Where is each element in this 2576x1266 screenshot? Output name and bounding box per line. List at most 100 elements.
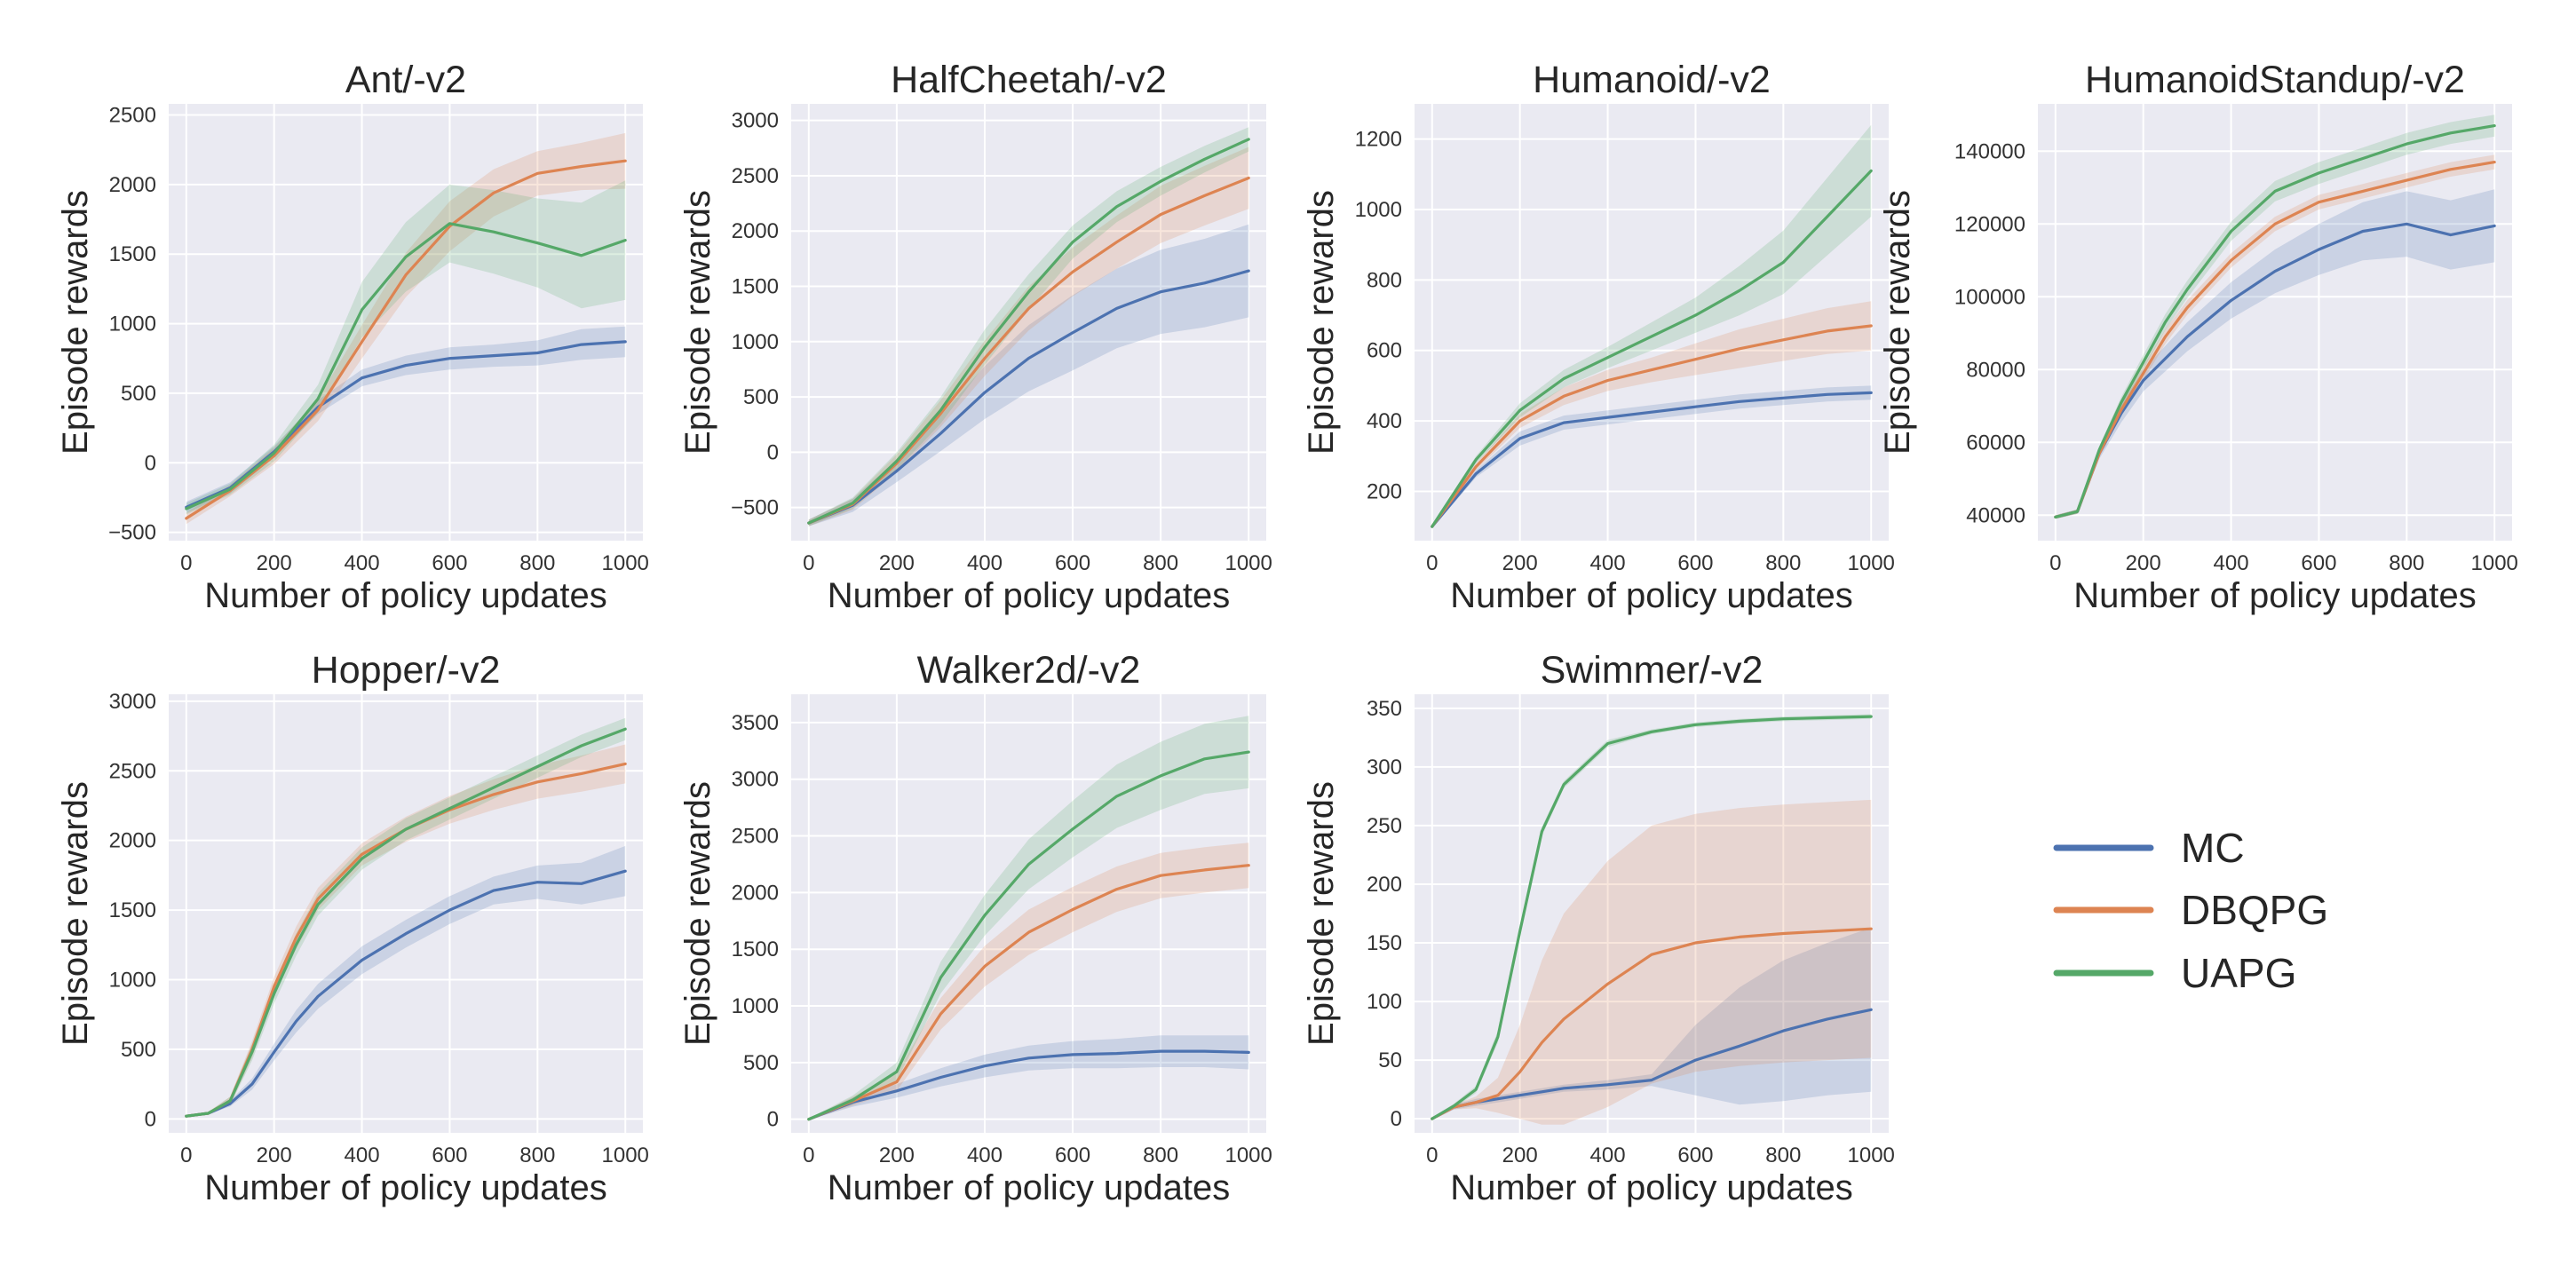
chart-title: Hopper/-v2 [312, 649, 501, 692]
y-tick-label: 0 [1391, 1107, 1402, 1131]
x-tick-label: 0 [803, 1143, 814, 1167]
panel-humanoid-v2: 0 200 400 600 800 1000 200 400 600 800 1000 1200 Hum… [1302, 59, 1895, 615]
y-tick-label: 500 [121, 1038, 156, 1062]
y-tick-label: 200 [1367, 873, 1402, 897]
series-line-mc [1431, 391, 1873, 528]
chart-title: Humanoid/-v2 [1533, 59, 1771, 101]
x-tick-label: 1000 [602, 1143, 649, 1167]
band-uapg [1431, 124, 1872, 529]
y-tick-label: 2000 [732, 881, 779, 905]
y-tick-label: 2500 [109, 104, 156, 128]
y-tick-label: 40000 [1966, 503, 2025, 527]
y-tick-label: 2500 [732, 825, 779, 849]
x-tick-label: 600 [432, 1143, 467, 1167]
y-tick-label: 250 [1367, 814, 1402, 838]
y-tick-label: 1500 [732, 938, 779, 961]
y-tick-label: −500 [108, 521, 156, 545]
x-axis-label: Number of policy updates [1450, 1168, 1853, 1207]
y-tick-label: 1500 [109, 242, 156, 266]
x-tick-label: 200 [1502, 1143, 1538, 1167]
x-tick-label: 800 [1765, 1143, 1801, 1167]
x-tick-label: 400 [1590, 1143, 1626, 1167]
y-tick-label: 1000 [109, 313, 156, 336]
legend-entry-uapg: UAPG [2053, 950, 2296, 996]
x-tick-label: 600 [1055, 551, 1090, 575]
y-tick-label: 0 [145, 1107, 156, 1131]
y-tick-label: 1000 [732, 330, 779, 354]
x-tick-label: 800 [1765, 551, 1801, 575]
y-tick-label: 400 [1367, 409, 1402, 433]
chart-title: HalfCheetah/-v2 [891, 59, 1167, 101]
series-line-dbqpg [185, 159, 627, 520]
panel-ant-v2: 0 200 400 600 800 1000 −500 0 500 1000 1500 2000 250… [56, 59, 649, 615]
panel-swimmer-v2: 0 200 400 600 800 1000 0 50 100 150 200 250 300 350 Sw… [1302, 649, 1895, 1207]
x-tick-label: 200 [257, 1143, 292, 1167]
y-tick-label: 0 [767, 440, 779, 464]
y-tick-label: 80000 [1966, 358, 2025, 382]
y-axis-label: Episode rewards [1302, 190, 1341, 455]
x-tick-label: 200 [879, 551, 915, 575]
x-tick-label: 0 [180, 551, 192, 575]
y-axis-label: Episode rewards [678, 190, 717, 455]
chart-title: Walker2d/-v2 [917, 649, 1141, 692]
plot-area [1415, 104, 1889, 541]
y-tick-label: 60000 [1966, 431, 2025, 455]
y-tick-label: −500 [731, 496, 779, 520]
series-line-uapg [185, 222, 627, 510]
legend-label-mc: MC [2181, 825, 2245, 871]
x-tick-label: 400 [1590, 551, 1626, 575]
y-tick-label: 500 [121, 382, 156, 406]
band-mc [2055, 189, 2495, 519]
x-tick-label: 0 [180, 1143, 192, 1167]
x-tick-label: 800 [519, 551, 555, 575]
panel-halfcheetah-v2: 0 200 400 600 800 1000 −500 0 500 1000 1500 2000 250… [678, 59, 1272, 615]
plot-area [791, 104, 1266, 541]
x-tick-label: 1000 [1848, 551, 1895, 575]
series-line-dbqpg [1431, 927, 1873, 1120]
legend: MC DBQPG UAPG [2053, 825, 2328, 996]
x-tick-label: 0 [2049, 551, 2061, 575]
x-axis-label: Number of policy updates [1450, 576, 1853, 615]
y-tick-label: 2500 [732, 164, 779, 188]
band-mc [186, 845, 626, 1117]
y-axis-label: Episode rewards [1302, 781, 1341, 1046]
y-tick-label: 200 [1367, 479, 1402, 503]
x-axis-label: Number of policy updates [828, 1168, 1231, 1207]
series-line-dbqpg [807, 864, 1250, 1121]
x-tick-label: 400 [345, 551, 380, 575]
y-tick-label: 3000 [109, 690, 156, 714]
y-tick-label: 150 [1367, 931, 1402, 955]
band-uapg [808, 127, 1249, 526]
band-mc [1431, 385, 1872, 529]
series-line-uapg [1431, 169, 1873, 528]
x-tick-label: 600 [1677, 1143, 1713, 1167]
series-line-uapg [1431, 715, 1873, 1120]
y-tick-label: 350 [1367, 697, 1402, 721]
panel-walker2d-v2: 0 200 400 600 800 1000 0 500 1000 1500 2000 2500 300… [678, 649, 1272, 1207]
x-tick-label: 1000 [2471, 551, 2518, 575]
y-tick-label: 0 [767, 1108, 779, 1132]
y-tick-label: 140000 [1954, 139, 2025, 163]
series-line-uapg [185, 727, 627, 1118]
panel-hopper-v2: 0 200 400 600 800 1000 0 500 1000 1500 2000 2500 300… [56, 649, 649, 1207]
y-tick-label: 800 [1367, 268, 1402, 292]
chart-title: Ant/-v2 [345, 59, 466, 101]
y-tick-label: 3000 [732, 768, 779, 792]
y-tick-label: 1000 [1355, 198, 1402, 222]
y-tick-label: 3000 [732, 109, 779, 133]
series-line-uapg [807, 138, 1250, 525]
band-mc [808, 1035, 1249, 1120]
legend-entry-dbqpg: DBQPG [2053, 887, 2328, 933]
y-tick-label: 100000 [1954, 285, 2025, 309]
x-tick-label: 400 [967, 1143, 1003, 1167]
x-tick-label: 400 [2214, 551, 2249, 575]
x-tick-label: 600 [1677, 551, 1713, 575]
series-line-mc [185, 869, 627, 1118]
series-line-mc [807, 269, 1250, 525]
x-tick-label: 0 [1426, 1143, 1438, 1167]
x-tick-label: 1000 [1225, 1143, 1272, 1167]
series-line-uapg [807, 750, 1250, 1121]
x-tick-label: 200 [2126, 551, 2161, 575]
y-tick-label: 2000 [732, 219, 779, 243]
